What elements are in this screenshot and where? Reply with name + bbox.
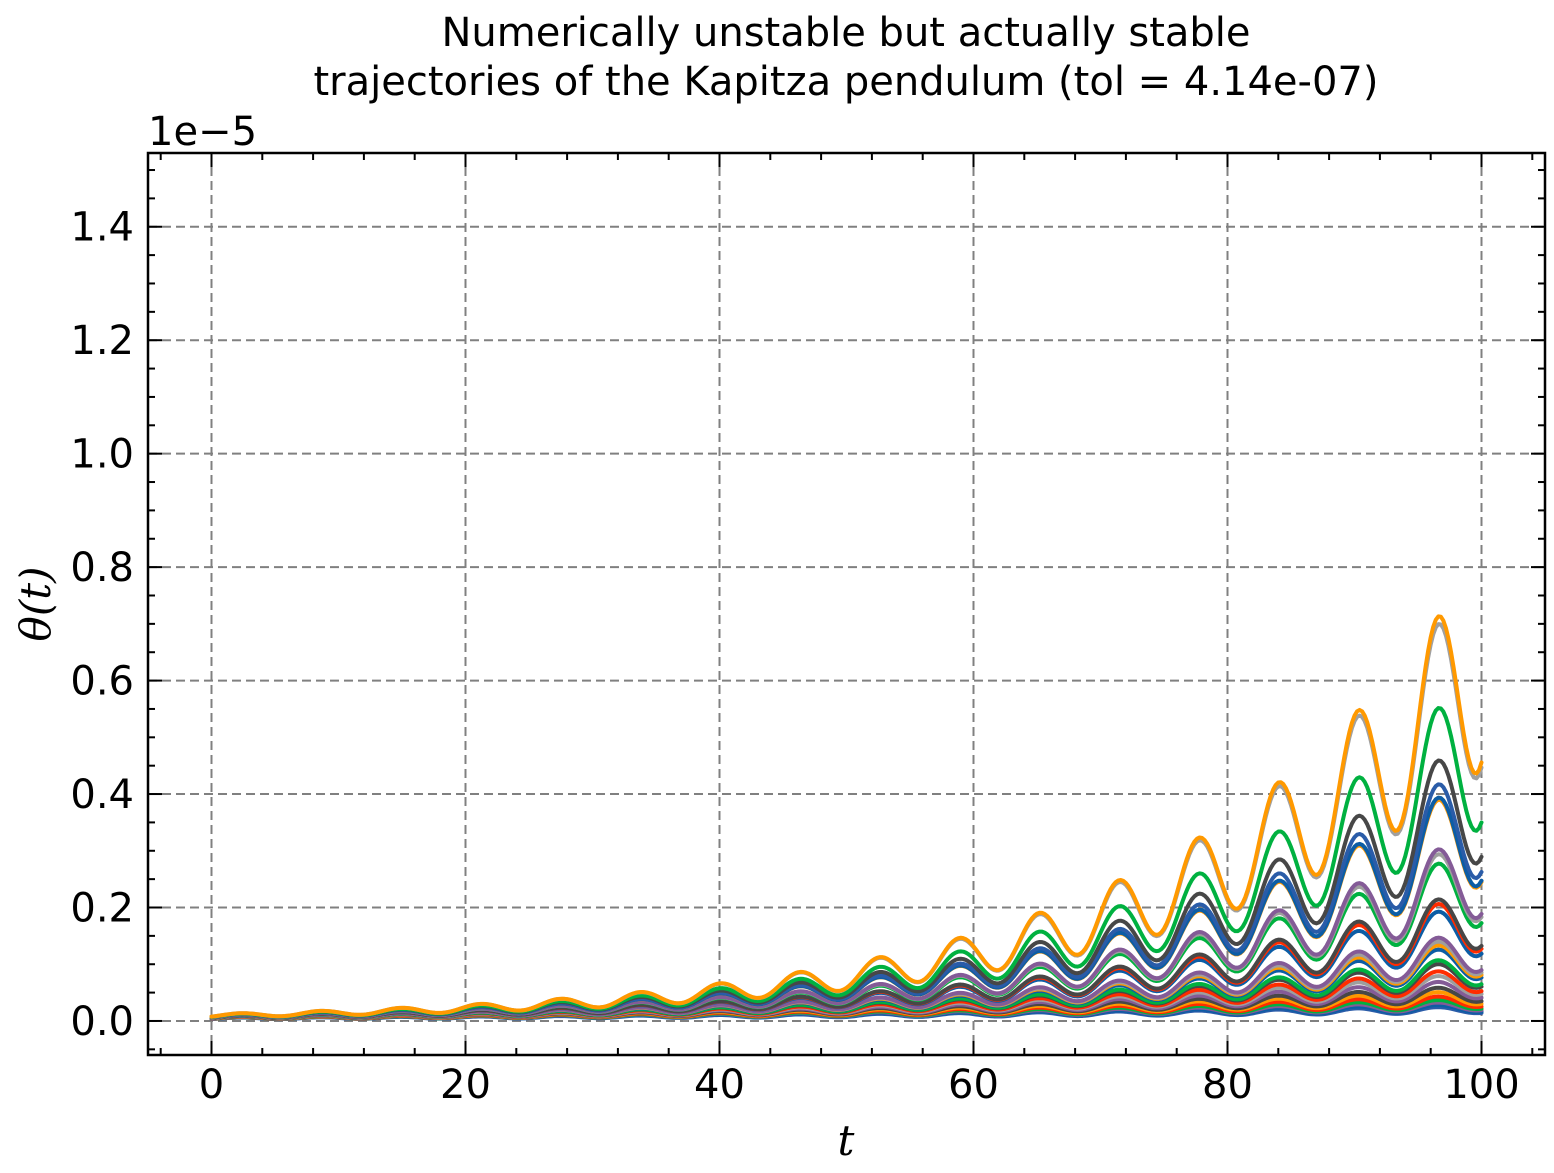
x-tick-label: 80: [1202, 1062, 1253, 1108]
x-axis-label: t: [838, 1116, 855, 1165]
y-tick-label: 0.6: [70, 659, 134, 705]
y-tick-labels: 0.0 0.2 0.4 0.6 0.8 1.0 1.2 1.4: [70, 205, 134, 1045]
y-tick-label: 1.4: [70, 205, 134, 251]
chart-title-line-2: trajectories of the Kapitza pendulum (to…: [314, 59, 1379, 105]
y-tick-label: 0.8: [70, 545, 134, 591]
x-tick-label: 20: [440, 1062, 491, 1108]
y-tick-label: 0.4: [70, 772, 134, 818]
series-group: [209, 614, 1484, 1022]
trajectory-line: [209, 614, 1484, 1019]
y-tick-label: 1.0: [70, 432, 134, 478]
x-tick-label: 60: [948, 1062, 999, 1108]
x-tick-label: 0: [199, 1062, 224, 1108]
y-axis-exponent-label: 1e−5: [148, 109, 257, 155]
chart-title-line-1: Numerically unstable but actually stable: [441, 10, 1250, 56]
grid: [148, 153, 1545, 1055]
y-tick-label: 1.2: [70, 318, 134, 364]
x-tick-labels: 0 20 40 60 80 100: [199, 1062, 1520, 1108]
x-tick-label: 40: [694, 1062, 745, 1108]
y-tick-label: 0.2: [70, 886, 134, 932]
x-tick-label: 100: [1443, 1062, 1519, 1108]
y-tick-label: 0.0: [70, 999, 134, 1045]
plot-frame: [146, 151, 1547, 1057]
y-axis-label: θ(t): [11, 567, 60, 642]
